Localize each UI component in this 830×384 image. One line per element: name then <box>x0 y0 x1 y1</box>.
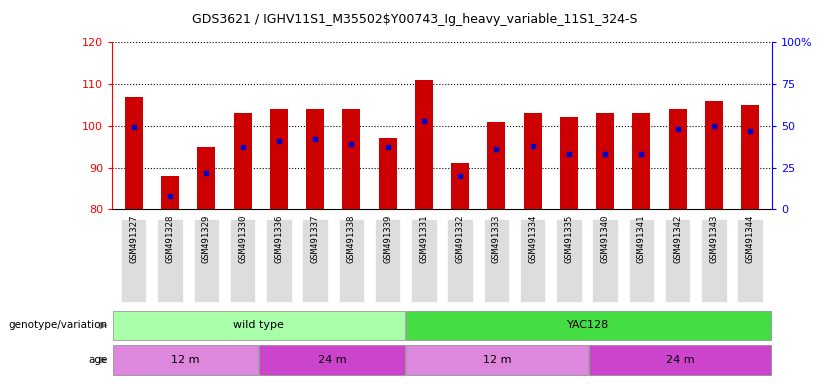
Text: GSM491327: GSM491327 <box>129 214 139 263</box>
Text: GSM491335: GSM491335 <box>564 214 574 263</box>
Bar <box>632 113 651 209</box>
Bar <box>669 109 686 209</box>
Text: GSM491339: GSM491339 <box>383 214 392 263</box>
FancyBboxPatch shape <box>230 219 256 302</box>
Bar <box>270 109 288 209</box>
Text: GSM491331: GSM491331 <box>419 214 428 263</box>
Text: age: age <box>89 355 108 365</box>
FancyBboxPatch shape <box>556 219 582 302</box>
FancyBboxPatch shape <box>406 311 771 340</box>
Text: GSM491330: GSM491330 <box>238 214 247 263</box>
Bar <box>596 113 614 209</box>
Bar <box>415 80 433 209</box>
Text: GSM491344: GSM491344 <box>745 214 754 263</box>
FancyBboxPatch shape <box>260 345 404 375</box>
Text: GSM491329: GSM491329 <box>202 214 211 263</box>
FancyBboxPatch shape <box>406 345 588 375</box>
Text: GSM491343: GSM491343 <box>710 214 719 263</box>
Text: genotype/variation: genotype/variation <box>9 320 108 331</box>
Bar <box>487 122 505 209</box>
Text: GSM491336: GSM491336 <box>275 214 283 263</box>
FancyBboxPatch shape <box>628 219 654 302</box>
Bar <box>705 101 723 209</box>
FancyBboxPatch shape <box>589 345 771 375</box>
Text: 24 m: 24 m <box>666 355 695 365</box>
Text: GSM491340: GSM491340 <box>601 214 609 263</box>
Bar <box>524 113 542 209</box>
Text: GSM491328: GSM491328 <box>165 214 174 263</box>
FancyBboxPatch shape <box>113 345 258 375</box>
Text: GSM491338: GSM491338 <box>347 214 356 263</box>
Bar <box>451 163 469 209</box>
Bar <box>233 113 251 209</box>
Bar <box>306 109 325 209</box>
Bar <box>342 109 360 209</box>
Text: GSM491337: GSM491337 <box>310 214 320 263</box>
FancyBboxPatch shape <box>302 219 328 302</box>
FancyBboxPatch shape <box>484 219 509 302</box>
FancyBboxPatch shape <box>266 219 291 302</box>
FancyBboxPatch shape <box>665 219 691 302</box>
FancyBboxPatch shape <box>375 219 400 302</box>
Bar <box>741 105 759 209</box>
FancyBboxPatch shape <box>701 219 726 302</box>
FancyBboxPatch shape <box>113 311 404 340</box>
Text: GSM491341: GSM491341 <box>637 214 646 263</box>
Text: 12 m: 12 m <box>171 355 200 365</box>
FancyBboxPatch shape <box>339 219 364 302</box>
FancyBboxPatch shape <box>158 219 183 302</box>
Text: GSM491334: GSM491334 <box>528 214 537 263</box>
FancyBboxPatch shape <box>593 219 618 302</box>
Bar <box>161 176 179 209</box>
Bar <box>124 96 143 209</box>
Text: YAC128: YAC128 <box>568 320 610 331</box>
Text: 12 m: 12 m <box>483 355 511 365</box>
Text: wild type: wild type <box>233 320 284 331</box>
Bar <box>378 138 397 209</box>
Bar <box>559 118 578 209</box>
FancyBboxPatch shape <box>447 219 473 302</box>
FancyBboxPatch shape <box>411 219 437 302</box>
Text: GDS3621 / IGHV11S1_M35502$Y00743_Ig_heavy_variable_11S1_324-S: GDS3621 / IGHV11S1_M35502$Y00743_Ig_heav… <box>193 13 637 26</box>
Text: GSM491332: GSM491332 <box>456 214 465 263</box>
Bar <box>198 147 215 209</box>
Text: 24 m: 24 m <box>318 355 346 365</box>
FancyBboxPatch shape <box>121 219 146 302</box>
FancyBboxPatch shape <box>193 219 219 302</box>
Text: GSM491342: GSM491342 <box>673 214 682 263</box>
Text: GSM491333: GSM491333 <box>492 214 500 263</box>
FancyBboxPatch shape <box>520 219 545 302</box>
FancyBboxPatch shape <box>738 219 763 302</box>
